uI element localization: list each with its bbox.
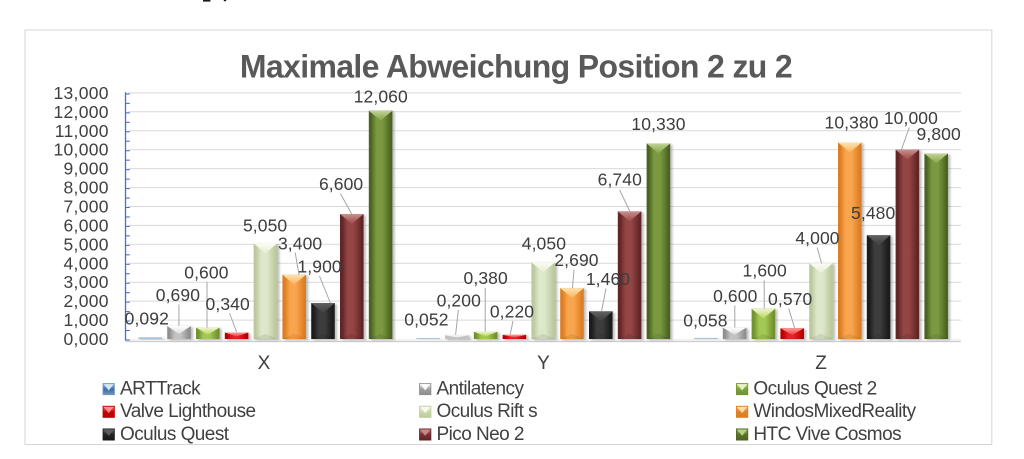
svg-text:2,690: 2,690	[554, 250, 598, 270]
svg-text:3,400: 3,400	[278, 233, 322, 253]
svg-text:4,050: 4,050	[522, 234, 566, 254]
svg-text:Oculus Quest 2: Oculus Quest 2	[753, 379, 876, 400]
svg-text:2,000: 2,000	[64, 291, 109, 311]
svg-text:5,480: 5,480	[851, 203, 895, 223]
svg-text:0,600: 0,600	[184, 263, 228, 283]
svg-text:HTC Vive Cosmos: HTC Vive Cosmos	[753, 424, 901, 445]
svg-text:Oculus Quest: Oculus Quest	[120, 424, 230, 445]
svg-text:9,000: 9,000	[64, 159, 109, 179]
svg-text:1,000: 1,000	[64, 310, 109, 330]
svg-text:10,000: 10,000	[53, 140, 108, 160]
svg-text:13,000: 13,000	[53, 83, 108, 103]
svg-text:Pico Neo 2: Pico Neo 2	[437, 424, 524, 445]
svg-text:7,000: 7,000	[64, 197, 109, 217]
svg-text:10,000: 10,000	[884, 108, 938, 128]
svg-text:8,000: 8,000	[64, 178, 109, 198]
svg-text:1,460: 1,460	[586, 269, 630, 289]
svg-text:Z: Z	[815, 353, 827, 374]
svg-text:10,380: 10,380	[825, 112, 879, 132]
svg-text:WindosMixedReality: WindosMixedReality	[753, 401, 916, 422]
svg-text:ARTTrack: ARTTrack	[120, 379, 201, 400]
svg-text:12,060: 12,060	[354, 86, 408, 106]
svg-text:Valve Lighthouse: Valve Lighthouse	[120, 401, 256, 422]
svg-text:0,340: 0,340	[206, 294, 250, 314]
svg-text:6,740: 6,740	[598, 170, 642, 190]
svg-text:10,330: 10,330	[631, 114, 685, 134]
svg-text:0,200: 0,200	[437, 290, 481, 310]
svg-text:0,690: 0,690	[156, 285, 200, 305]
svg-text:1,600: 1,600	[743, 261, 787, 281]
svg-text:4,000: 4,000	[795, 228, 839, 248]
svg-text:0,570: 0,570	[768, 289, 812, 309]
svg-text:9,800: 9,800	[917, 124, 961, 144]
svg-text:0,052: 0,052	[404, 310, 448, 330]
svg-text:1,900: 1,900	[297, 257, 341, 277]
svg-text:5,050: 5,050	[243, 215, 287, 235]
svg-text:Maximale Abweichung Position 2: Maximale Abweichung Position 2 zu 2	[240, 49, 792, 85]
svg-text:6,600: 6,600	[319, 174, 363, 194]
svg-text:X: X	[258, 353, 271, 374]
svg-text:0,600: 0,600	[713, 286, 757, 306]
svg-text:Antilatency: Antilatency	[437, 379, 525, 400]
svg-text:11,000: 11,000	[55, 121, 109, 141]
svg-text:Y: Y	[537, 353, 550, 374]
svg-text:5,000: 5,000	[64, 234, 109, 254]
svg-text:0,058: 0,058	[683, 311, 727, 331]
svg-text:Oculus Rift s: Oculus Rift s	[437, 401, 538, 422]
svg-text:0,220: 0,220	[490, 301, 534, 321]
svg-text:0,380: 0,380	[464, 268, 508, 288]
svg-text:3,000: 3,000	[64, 272, 109, 292]
svg-text:6,000: 6,000	[64, 215, 109, 235]
svg-text:4,000: 4,000	[64, 253, 109, 273]
svg-text:0,000: 0,000	[64, 329, 109, 349]
svg-text:12,000: 12,000	[53, 102, 108, 122]
svg-text:0,092: 0,092	[125, 309, 169, 329]
